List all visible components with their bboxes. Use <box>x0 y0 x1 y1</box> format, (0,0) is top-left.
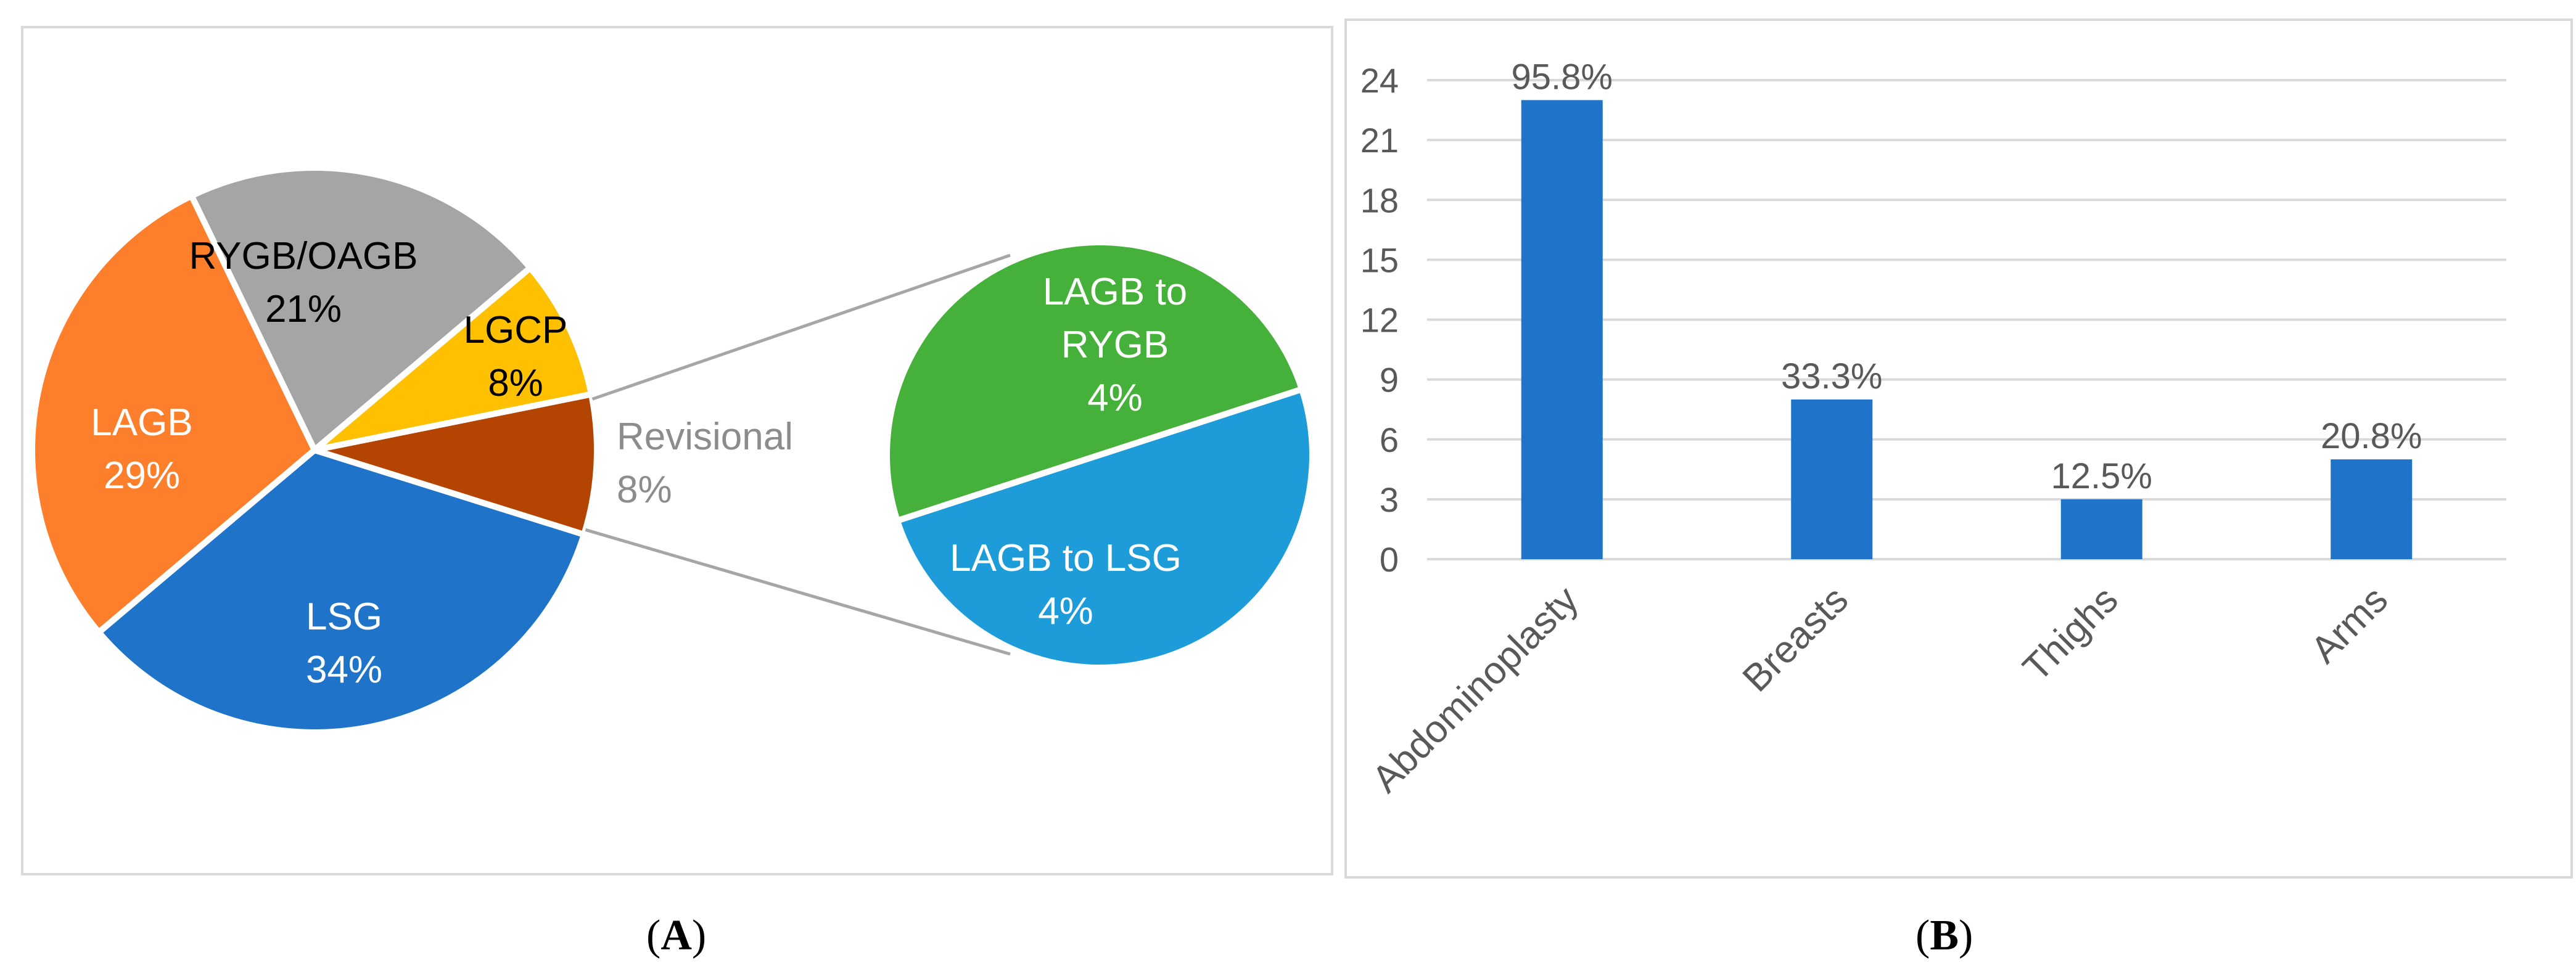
caption-b-letter: B <box>1930 912 1959 959</box>
caption-b-open: ( <box>1916 912 1930 959</box>
breakdown-slice-lagb-to-rygb <box>887 242 1302 521</box>
caption-a-letter: A <box>660 912 692 959</box>
slice-lsg <box>96 447 588 735</box>
slice-rygb-oagb <box>188 165 533 453</box>
slice-percent-revisional: 8% <box>617 469 672 511</box>
slice-label-revisional: Revisional <box>617 416 793 458</box>
slice-percent-rygb-oagb: 21% <box>265 288 342 330</box>
bar-thighs <box>2060 499 2142 559</box>
breakdown-label-lagb-to-lsg-line-1: LAGB to LSG <box>950 537 1182 580</box>
y-tick-12: 12 <box>1360 301 1399 340</box>
data-label-breasts: 33.3% <box>1781 356 1882 396</box>
caption-b: (B) <box>1916 911 1973 961</box>
data-label-arms: 20.8% <box>2321 416 2422 456</box>
slice-label-rygb-oagb: RYGB/OAGB <box>189 235 418 277</box>
data-label-abdominoplasty: 95.8% <box>1512 57 1613 97</box>
panel-b: 0 3 6 9 12 15 18 21 24 95.8% Abdominoplasty 33.3% Br… <box>1344 18 2573 879</box>
caption-a: (A) <box>646 911 706 961</box>
slice-lgcp <box>311 264 595 453</box>
slice-percent-lsg: 34% <box>306 649 382 691</box>
breakdown-percent-lagb-to-rygb: 4% <box>1087 377 1143 419</box>
x-tick-thighs: Thighs <box>2015 578 2126 689</box>
slice-label-lagb: LAGB <box>91 401 192 444</box>
caption-a-close: ) <box>691 912 707 959</box>
y-tick-9: 9 <box>1380 361 1399 399</box>
y-tick-21: 21 <box>1360 121 1399 160</box>
slice-label-lsg: LSG <box>306 596 382 638</box>
connector-line-top <box>591 253 1011 401</box>
y-tick-labels: 0 3 6 9 12 15 18 21 24 <box>1360 61 1399 579</box>
y-tick-6: 6 <box>1380 420 1399 459</box>
bar-abdominoplasty <box>1521 100 1603 559</box>
caption-a-open: ( <box>646 912 661 959</box>
slice-percent-lgcp: 8% <box>488 362 543 404</box>
pie-chart: LSG 34% LAGB 29% RYGB/OAGB 21% LGCP 8% Revisiona… <box>29 165 1331 735</box>
y-tick-0: 0 <box>1380 540 1399 579</box>
bar-breasts <box>1791 399 1873 559</box>
gridlines <box>1427 79 2506 560</box>
pie-slices <box>29 165 600 735</box>
caption-b-close: ) <box>1959 912 1973 959</box>
y-tick-15: 15 <box>1360 240 1399 279</box>
bar-chart: 0 3 6 9 12 15 18 21 24 95.8% Abdominoplasty 33.3% Br… <box>1360 57 2506 801</box>
connector-line-bottom <box>585 528 1011 656</box>
breakdown-percent-lagb-to-lsg: 4% <box>1038 590 1093 633</box>
y-tick-3: 3 <box>1380 480 1399 519</box>
breakdown-label-lagb-to-rygb-line-2: RYGB <box>1061 324 1169 366</box>
bar-arms <box>2331 459 2413 559</box>
y-tick-18: 18 <box>1360 181 1399 219</box>
y-tick-24: 24 <box>1360 61 1399 100</box>
bars <box>1521 100 2413 559</box>
breakdown-slice-lagb-to-lsg <box>897 389 1312 668</box>
panel-a: LSG 34% LAGB 29% RYGB/OAGB 21% LGCP 8% Revisiona… <box>21 26 1333 875</box>
slice-label-lgcp: LGCP <box>464 309 568 351</box>
x-tick-breasts: Breasts <box>1735 578 1856 700</box>
slice-revisional <box>311 391 600 538</box>
slice-percent-lagb: 29% <box>104 454 180 497</box>
breakdown-label-lagb-to-rygb-line-1: LAGB to <box>1043 271 1187 313</box>
x-tick-arms: Arms <box>2303 578 2396 671</box>
breakdown-slices <box>887 242 1312 668</box>
x-tick-abdominoplasty: Abdominoplasty <box>1364 578 1587 801</box>
data-label-thighs: 12.5% <box>2051 456 2152 496</box>
